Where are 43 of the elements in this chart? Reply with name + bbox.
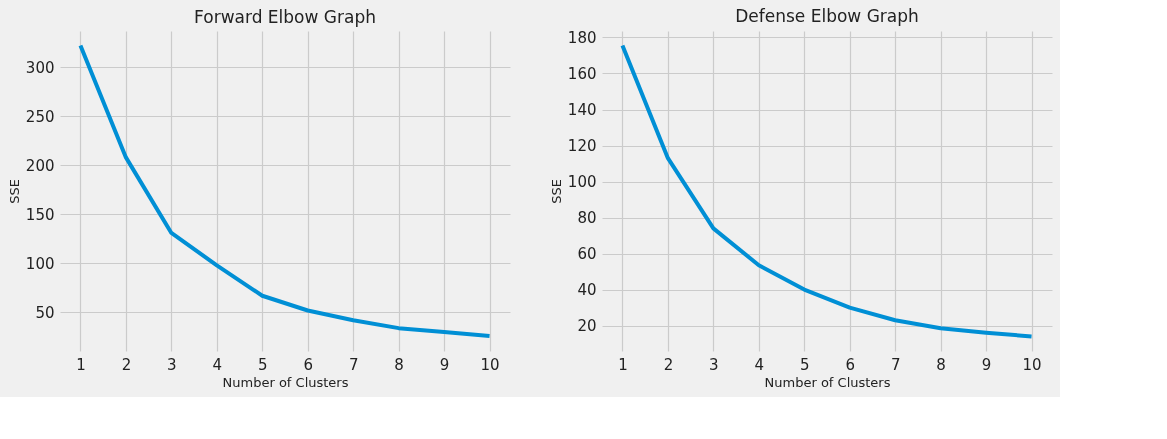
y-axis-title: SSE: [548, 179, 564, 204]
y-tick-label: 150: [25, 205, 55, 224]
y-tick-label: 200: [25, 156, 55, 175]
y-tick-label: 300: [25, 58, 55, 77]
x-tick-label: 1: [618, 355, 628, 374]
x-tick-label: 6: [303, 355, 313, 374]
x-tick-label: 2: [663, 355, 674, 374]
line-series: [620, 43, 1034, 339]
x-tick-label: 7: [348, 355, 359, 374]
x-tick-label: 9: [439, 355, 450, 374]
x-tick-label: 3: [167, 355, 177, 374]
x-tick-label: 6: [845, 355, 855, 374]
y-axis-title: SSE: [6, 179, 22, 204]
y-tick-label: 50: [35, 303, 55, 322]
line-series: [78, 43, 492, 338]
y-tick-label: 80: [577, 209, 597, 228]
y-tick-label: 180: [567, 28, 597, 47]
x-tick-label: 3: [709, 355, 719, 374]
x-tick-label: 5: [800, 355, 810, 374]
x-tick-label: 10: [1022, 355, 1042, 374]
x-tick-label: 4: [754, 355, 765, 374]
y-tick-label: 100: [25, 254, 55, 273]
x-tick-label: 1: [76, 355, 86, 374]
y-tick-label: 120: [567, 137, 597, 156]
y-tick-label: 20: [577, 317, 597, 336]
chart-title: Forward Elbow Graph: [194, 7, 376, 27]
y-tick-label: 140: [567, 101, 597, 120]
x-axis-title: Number of Clusters: [764, 374, 891, 390]
y-tick-label: 60: [577, 245, 597, 264]
x-tick-label: 8: [936, 355, 946, 374]
x-tick-label: 4: [212, 355, 223, 374]
x-tick-label: 10: [480, 355, 500, 374]
x-tick-label: 8: [394, 355, 404, 374]
x-tick-label: 9: [981, 355, 992, 374]
y-tick-label: 100: [567, 173, 597, 192]
y-tick-label: 160: [567, 65, 597, 83]
y-tick-label: 250: [25, 107, 55, 126]
x-tick-label: 2: [121, 355, 132, 374]
y-tick-label: 40: [577, 281, 597, 300]
x-axis-title: Number of Clusters: [222, 374, 349, 390]
x-tick-label: 5: [258, 355, 268, 374]
chart-title: Defense Elbow Graph: [735, 6, 919, 27]
x-tick-label: 7: [890, 355, 901, 374]
